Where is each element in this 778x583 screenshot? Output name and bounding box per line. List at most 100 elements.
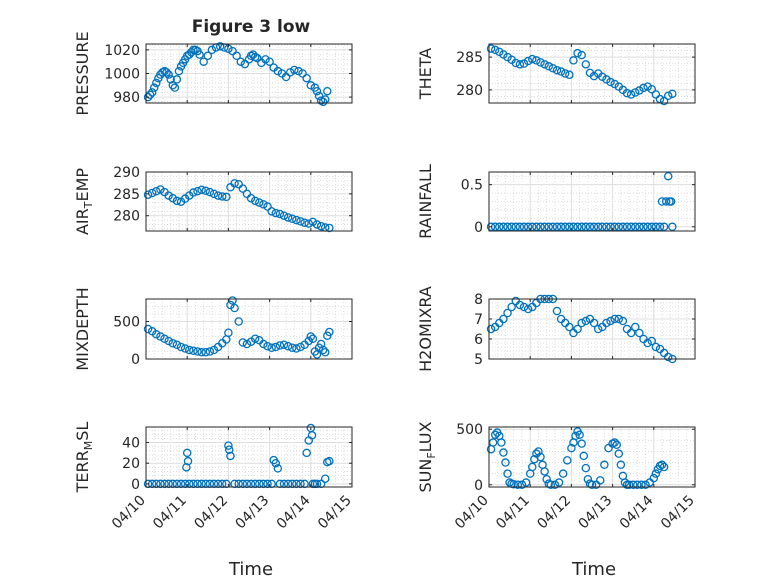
- data-point: [503, 469, 512, 478]
- data-point: [569, 56, 578, 65]
- y-axis-label-main: MIXDEPTH: [73, 287, 92, 370]
- data-point: [540, 60, 549, 69]
- data-point: [563, 456, 572, 465]
- data-point: [242, 339, 252, 349]
- figure-title: Figure 3 low: [192, 17, 311, 37]
- data-point: [147, 188, 157, 198]
- data-point: [185, 50, 194, 59]
- data-point: [172, 196, 182, 206]
- data-point: [486, 324, 496, 334]
- x-tick-label: 04/12: [191, 493, 231, 533]
- data-point: [296, 342, 305, 352]
- data-point: [232, 51, 241, 61]
- data-point: [162, 68, 171, 77]
- data-point: [614, 449, 624, 458]
- data-point: [318, 97, 328, 107]
- data-point: [610, 438, 619, 447]
- x-axis-label-right: Time: [571, 559, 616, 580]
- data-point: [647, 222, 656, 232]
- data-point: [626, 90, 636, 99]
- data-point: [143, 92, 153, 102]
- x-tick-label: 04/10: [109, 493, 149, 533]
- data-point: [515, 60, 525, 69]
- data-point: [647, 336, 656, 346]
- data-point: [495, 222, 504, 232]
- data-point: [532, 222, 541, 232]
- data-point: [288, 214, 297, 224]
- data-point: [205, 187, 215, 197]
- y-tick-label: 285: [456, 50, 483, 66]
- data-point: [180, 344, 190, 353]
- data-point: [182, 463, 191, 472]
- data-point: [573, 324, 582, 334]
- data-point: [534, 447, 543, 456]
- data-point: [499, 222, 508, 232]
- data-point: [195, 50, 204, 59]
- data-point: [228, 46, 237, 56]
- data-point: [606, 316, 615, 326]
- data-point: [298, 69, 307, 78]
- data-point: [643, 222, 652, 232]
- data-point: [166, 75, 175, 84]
- data-point: [647, 84, 656, 94]
- data-point: [172, 340, 182, 349]
- data-point: [663, 171, 673, 181]
- data-point: [507, 222, 516, 232]
- y-axis-label-subscript: M: [82, 441, 95, 451]
- data-point: [633, 480, 642, 490]
- data-point: [593, 222, 603, 232]
- data-point: [224, 441, 233, 450]
- y-tick-label: 6: [474, 332, 483, 348]
- data-point: [302, 73, 311, 83]
- data-point: [550, 480, 560, 490]
- data-point: [205, 347, 215, 356]
- data-point: [612, 440, 621, 450]
- subplot-h2omixra: 5 6 7 8 H2OMIXRA: [416, 286, 696, 372]
- data-point: [499, 314, 508, 324]
- y-tick-label: 280: [113, 209, 140, 225]
- y-tick-label: 285: [113, 187, 140, 203]
- data-point: [614, 314, 624, 324]
- data-point: [265, 57, 274, 66]
- data-point: [635, 222, 644, 232]
- y-axis-label-main: THETA: [416, 48, 435, 100]
- data-point: [542, 474, 551, 484]
- y-tick-label: 8: [474, 292, 483, 308]
- data-point: [560, 222, 570, 232]
- data-point: [598, 222, 607, 232]
- data-point: [224, 328, 233, 337]
- data-point: [307, 431, 317, 440]
- data-point: [511, 222, 521, 232]
- y-tick-label: 5: [474, 352, 483, 368]
- data-point: [631, 88, 640, 97]
- data-point: [589, 222, 599, 232]
- data-point: [577, 439, 586, 448]
- data-point: [581, 60, 591, 69]
- data-point: [569, 222, 578, 232]
- data-point: [213, 191, 223, 200]
- data-point: [230, 179, 239, 188]
- data-point: [659, 96, 669, 106]
- y-tick-label: 40: [122, 436, 140, 452]
- data-point: [528, 462, 537, 472]
- data-point: [224, 445, 234, 455]
- data-point: [620, 478, 630, 487]
- data-point: [544, 222, 553, 232]
- axes-box: [488, 171, 696, 232]
- data-point: [176, 342, 186, 352]
- data-point: [226, 451, 235, 461]
- data-point: [304, 219, 313, 228]
- data-point: [517, 480, 527, 490]
- subplot-mixdepth: 0 500 MIXDEPTH: [73, 287, 353, 371]
- data-point: [238, 338, 248, 347]
- data-point: [300, 218, 309, 227]
- data-point: [509, 479, 518, 489]
- y-axis-label: PRESSURE: [73, 31, 92, 115]
- data-point: [552, 306, 562, 316]
- subplot-sun_flux: 0 500 04/10 04/11 04/12 04/13 04/14 04/15 SUNFLU…: [416, 421, 698, 532]
- data-point: [521, 478, 531, 487]
- y-tick-label: 0: [131, 352, 140, 368]
- data-point: [663, 352, 673, 362]
- x-tick-label: 04/15: [658, 493, 698, 533]
- data-point: [499, 448, 508, 457]
